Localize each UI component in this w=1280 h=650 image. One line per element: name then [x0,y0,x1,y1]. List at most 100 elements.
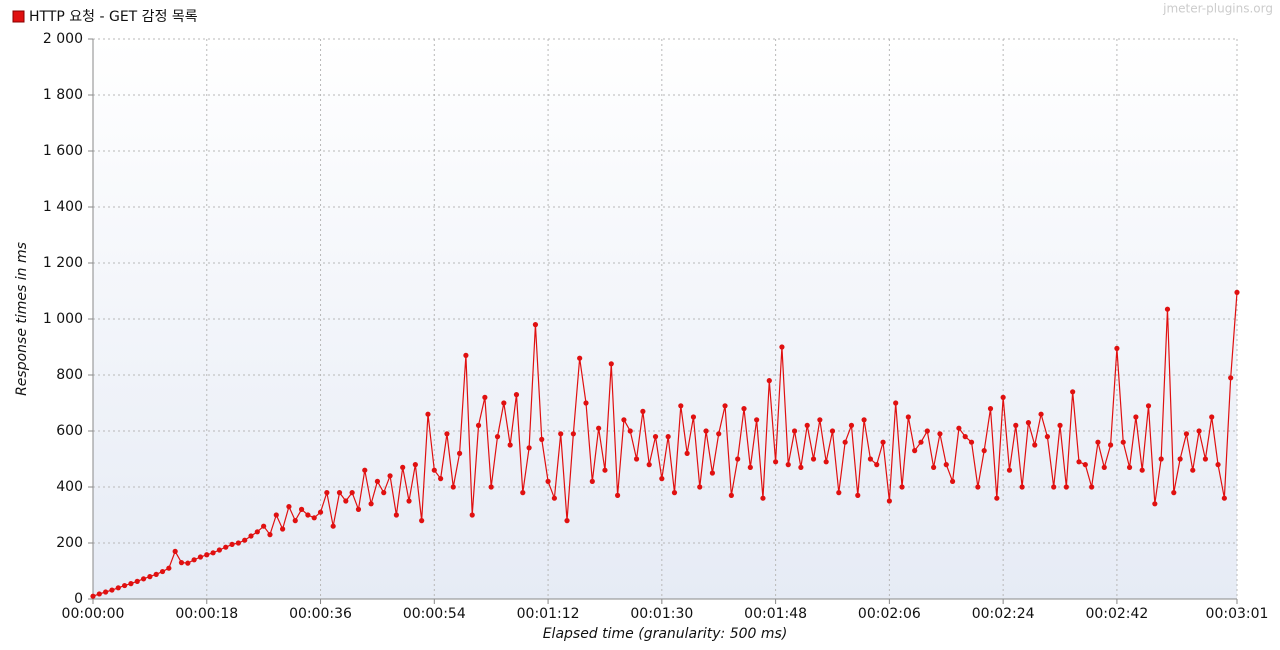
data-point [1183,431,1190,437]
data-point [1177,456,1183,462]
data-point [122,582,128,589]
data-point [362,467,368,473]
y-tick-label: 1 400 [43,199,83,215]
data-point [305,512,311,518]
data-point [931,464,937,470]
data-point [140,576,147,582]
data-point [608,361,614,367]
data-point [513,392,520,398]
data-point [1057,422,1063,428]
data-point [798,464,804,470]
data-point [1038,411,1044,417]
data-point [109,587,115,593]
data-point [469,512,475,518]
data-point [905,414,911,420]
x-tick-label: 00:01:12 [517,606,580,622]
data-point [393,512,399,518]
y-tick-label: 400 [56,479,83,495]
data-point [456,450,463,456]
data-point [349,490,355,496]
data-point [115,585,121,591]
data-point [286,504,292,510]
data-point [381,490,387,496]
data-point [248,533,254,539]
data-point [267,532,273,538]
data-point [229,541,235,548]
data-point [273,512,279,518]
data-point [1221,495,1227,501]
data-point [438,476,444,482]
data-point [994,495,1000,501]
data-point [855,492,861,498]
data-point [564,518,570,524]
data-point [1025,420,1032,426]
data-point [419,518,425,524]
data-point [412,462,418,468]
data-point [242,537,248,543]
data-point [197,554,204,560]
data-point [532,322,539,328]
data-point [368,501,374,507]
data-point [937,431,943,437]
data-point [728,492,734,498]
data-point [520,490,526,496]
data-point [633,456,640,462]
x-tick-label: 00:01:30 [630,606,693,622]
data-point [210,550,216,556]
data-point [298,506,305,512]
x-tick-label: 00:00:00 [62,606,125,622]
data-point [475,422,482,428]
y-tick-label: 800 [56,367,83,383]
x-tick-label: 00:00:36 [289,606,352,622]
data-point [703,428,709,434]
data-point [684,450,690,456]
series-line [92,292,1238,597]
data-point [981,448,987,454]
y-tick-label: 1 600 [43,143,83,159]
data-point [96,591,102,597]
data-point [526,445,532,451]
data-point [545,478,551,484]
legend-swatch [12,10,25,23]
data-point [1101,464,1107,470]
data-point [880,439,886,445]
watermark: jmeter-plugins.org [1162,2,1273,16]
data-point [918,439,924,445]
data-point [785,462,791,468]
y-tick-label: 1 800 [43,87,83,103]
data-point [311,515,317,521]
data-point [1133,414,1139,420]
data-point [652,434,659,440]
data-point [640,408,646,414]
data-point [754,417,760,423]
data-point [128,581,134,587]
data-point [400,464,406,470]
data-point [558,431,564,437]
data-point [741,406,747,412]
data-point [899,484,905,490]
data-point [735,456,741,462]
data-point [968,439,975,445]
data-point [659,476,665,482]
data-point [1171,490,1177,496]
data-point [596,425,602,431]
data-point [204,552,210,558]
data-point [627,428,633,434]
data-point [975,484,981,490]
data-point [1082,462,1088,468]
y-tick-label: 200 [56,535,83,551]
data-point [235,540,241,546]
data-point [1070,389,1076,395]
x-tick-label: 00:01:48 [744,606,807,622]
data-point [330,523,336,529]
data-point [159,568,166,575]
data-point [551,495,557,501]
y-axis-label: Response times in ms [14,242,30,396]
data-point [1114,345,1120,351]
data-point [1019,484,1025,490]
data-point [153,571,159,577]
data-point [1076,459,1082,465]
data-point [912,448,918,454]
data-point [962,434,968,440]
